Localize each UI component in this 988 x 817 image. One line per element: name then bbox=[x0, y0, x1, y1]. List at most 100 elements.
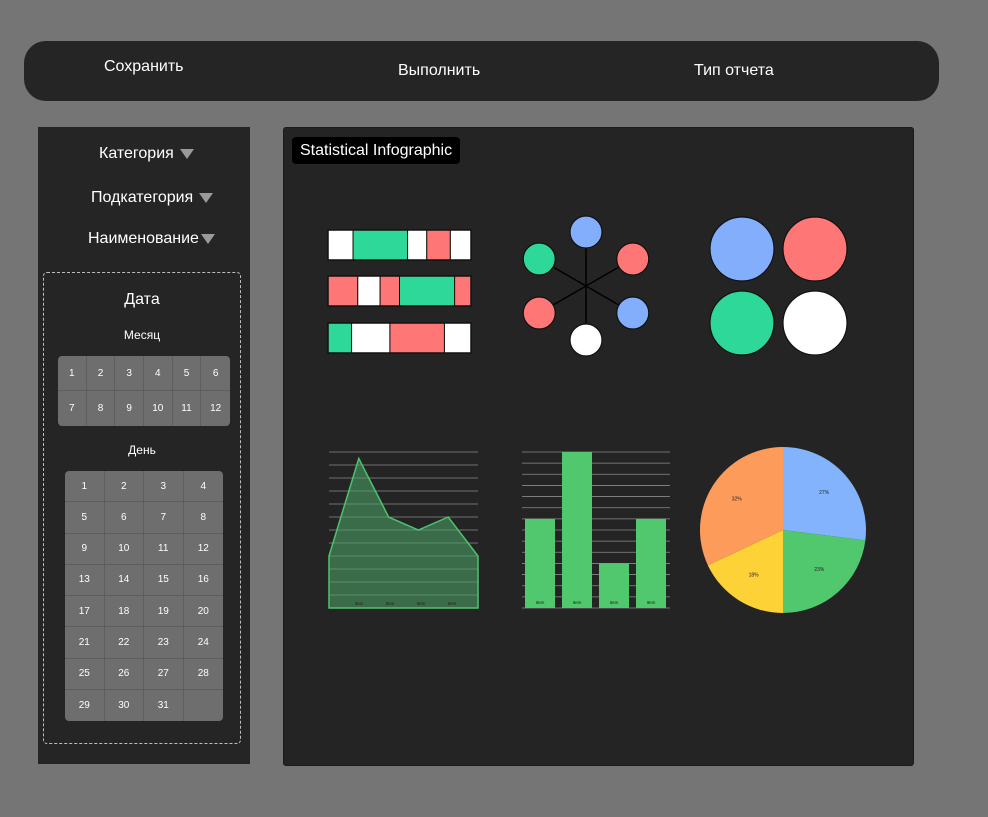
day-cell-empty bbox=[184, 690, 224, 721]
day-cell-20[interactable]: 20 bbox=[183, 596, 223, 628]
stacked-bar-segment bbox=[426, 229, 451, 261]
hub-node bbox=[569, 323, 603, 357]
panel-title: Statistical Infographic bbox=[292, 137, 461, 164]
category-dropdown[interactable]: Категория bbox=[99, 145, 194, 163]
name-dropdown[interactable]: Наименование bbox=[88, 230, 215, 248]
month-cell-5[interactable]: 5 bbox=[172, 356, 202, 391]
day-title: День bbox=[128, 443, 156, 457]
day-cell-22[interactable]: 22 bbox=[104, 627, 144, 659]
stacked-bar-row bbox=[327, 275, 472, 307]
pie-slice bbox=[700, 446, 783, 566]
day-cell-24[interactable]: 24 bbox=[183, 627, 223, 659]
day-grid: 1 2 3 4 5 6 7 8 9 10 11 12 13 14 15 16 17 18 19 20 21 22 23 24 2… bbox=[65, 471, 223, 721]
day-cell-21[interactable]: 21 bbox=[65, 627, 105, 659]
pie-slice-label: 27% bbox=[819, 490, 830, 496]
month-cell-2[interactable]: 2 bbox=[86, 356, 116, 391]
day-cell-8[interactable]: 8 bbox=[183, 502, 223, 534]
bar-x-tick-label: Item bbox=[610, 600, 619, 605]
day-cell-31[interactable]: 31 bbox=[144, 689, 184, 721]
day-cell-17[interactable]: 17 bbox=[65, 596, 105, 628]
hub-node bbox=[522, 242, 556, 276]
stacked-bar-segment bbox=[449, 229, 472, 261]
stacked-bar-segment bbox=[352, 229, 409, 261]
stacked-bar-segment bbox=[443, 322, 472, 354]
stacked-bar-segment bbox=[379, 275, 400, 307]
top-toolbar: Сохранить Выполнить Тип отчета bbox=[24, 41, 939, 101]
stacked-bar-segment bbox=[327, 229, 354, 261]
day-cell-3[interactable]: 3 bbox=[144, 471, 184, 503]
bar bbox=[525, 518, 555, 608]
stacked-bar-segment bbox=[357, 275, 381, 307]
area-series bbox=[328, 456, 479, 609]
stacked-bar-segment bbox=[389, 322, 445, 354]
day-cell-6[interactable]: 6 bbox=[104, 502, 144, 534]
day-cell-4[interactable]: 4 bbox=[183, 471, 223, 503]
day-cell-15[interactable]: 15 bbox=[144, 564, 184, 596]
month-title: Месяц bbox=[123, 328, 161, 342]
hub-node bbox=[616, 242, 650, 276]
day-cell-28[interactable]: 28 bbox=[183, 659, 223, 690]
month-cell-10[interactable]: 10 bbox=[144, 391, 173, 426]
filter-sidebar: Категория Подкатегория Наименование Дата… bbox=[38, 127, 250, 764]
day-cell-7[interactable]: 7 bbox=[144, 502, 184, 534]
month-cell-6[interactable]: 6 bbox=[201, 356, 230, 391]
subcategory-dropdown[interactable]: Подкатегория bbox=[91, 189, 214, 207]
day-cell-12[interactable]: 12 bbox=[183, 534, 223, 565]
color-circle bbox=[782, 290, 848, 356]
infographic-canvas: Item Item Item Item Item Item Item Item 27% 23% 18… bbox=[327, 215, 866, 613]
report-type-button[interactable]: Тип отчета bbox=[694, 62, 774, 79]
stacked-bar-segment bbox=[327, 322, 353, 354]
day-cell-9[interactable]: 9 bbox=[65, 533, 105, 565]
color-circle bbox=[709, 290, 775, 356]
day-cell-25[interactable]: 25 bbox=[65, 658, 105, 690]
triangle-down-icon bbox=[200, 233, 215, 244]
day-cell-1[interactable]: 1 bbox=[65, 471, 105, 503]
color-circle bbox=[782, 216, 848, 282]
month-cell-7[interactable]: 7 bbox=[58, 391, 87, 426]
month-cell-9[interactable]: 9 bbox=[115, 391, 144, 426]
day-cell-5[interactable]: 5 bbox=[65, 502, 105, 534]
stacked-bar-segment bbox=[351, 322, 391, 354]
stacked-bar-row bbox=[327, 229, 472, 261]
pie-slice-label: 32% bbox=[732, 497, 743, 503]
day-cell-14[interactable]: 14 bbox=[104, 564, 144, 596]
month-cell-8[interactable]: 8 bbox=[87, 391, 116, 426]
run-button[interactable]: Выполнить bbox=[398, 62, 481, 79]
month-cell-12[interactable]: 12 bbox=[210, 403, 222, 414]
hub-node bbox=[522, 296, 556, 330]
stacked-bar-segment bbox=[454, 275, 472, 307]
area-x-tick-label: Item bbox=[386, 601, 395, 606]
save-button[interactable]: Сохранить bbox=[104, 58, 184, 75]
stacked-bar-segment bbox=[399, 275, 456, 307]
subcategory-label: Подкатегория bbox=[91, 189, 194, 206]
month-cell-11[interactable]: 11 bbox=[173, 391, 202, 426]
day-cell-13[interactable]: 13 bbox=[65, 564, 105, 596]
day-cell-16[interactable]: 16 bbox=[183, 565, 223, 596]
day-cell-26[interactable]: 26 bbox=[104, 658, 144, 690]
hub-node bbox=[569, 215, 603, 249]
day-cell-11[interactable]: 11 bbox=[144, 533, 184, 565]
category-label: Категория bbox=[99, 145, 174, 162]
month-grid: 1 2 3 4 5 6 7 8 9 10 11 12 bbox=[58, 356, 230, 426]
area-x-tick-label: Item bbox=[417, 601, 426, 606]
name-label: Наименование bbox=[88, 230, 199, 247]
day-cell-30[interactable]: 30 bbox=[105, 689, 144, 721]
area-x-tick-label: Item bbox=[448, 601, 457, 606]
month-cell-4[interactable]: 4 bbox=[143, 356, 173, 391]
stacked-bar-segment bbox=[407, 229, 428, 261]
month-cell-3[interactable]: 3 bbox=[115, 356, 144, 391]
pie-slice bbox=[707, 530, 783, 613]
day-cell-23[interactable]: 23 bbox=[144, 627, 184, 659]
day-cell-2[interactable]: 2 bbox=[104, 471, 144, 503]
day-cell-27[interactable]: 27 bbox=[144, 658, 184, 690]
day-cell-19[interactable]: 19 bbox=[144, 596, 184, 628]
day-cell-10[interactable]: 10 bbox=[104, 533, 144, 565]
pie-slice-label: 18% bbox=[749, 572, 760, 578]
bar bbox=[636, 518, 666, 608]
day-cell-18[interactable]: 18 bbox=[104, 596, 144, 628]
color-circle bbox=[709, 216, 775, 282]
month-cell-1[interactable]: 1 bbox=[58, 356, 87, 391]
area-x-tick-label: Item bbox=[355, 601, 364, 606]
day-cell-29[interactable]: 29 bbox=[65, 689, 105, 721]
